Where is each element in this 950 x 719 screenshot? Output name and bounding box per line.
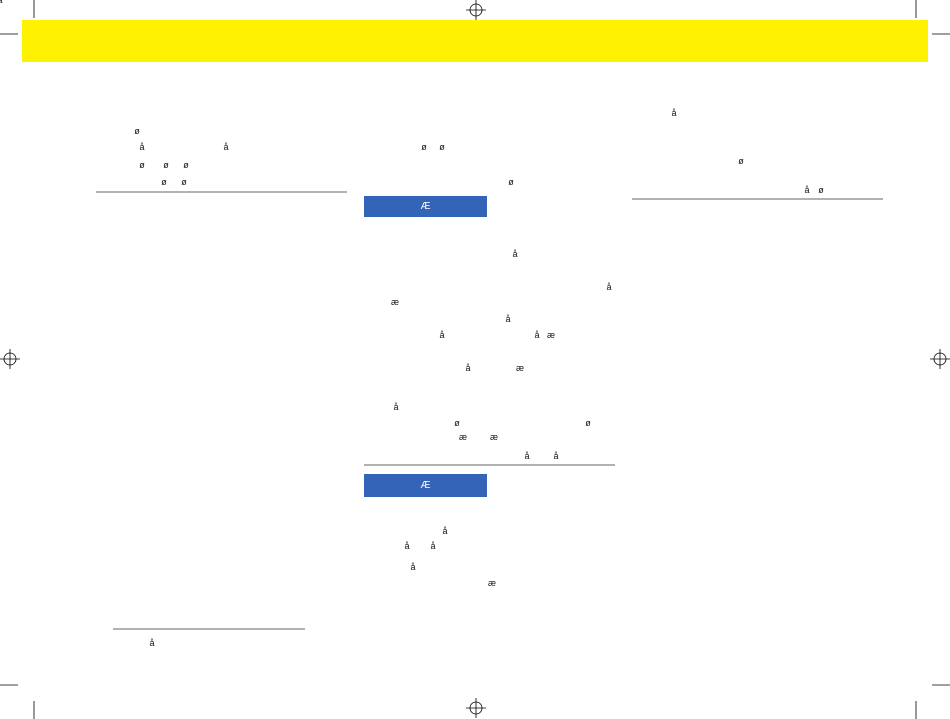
section-heading: Æ (364, 196, 487, 217)
text-fragment: æ (489, 432, 499, 442)
text-fragment: ø (139, 160, 145, 170)
text-fragment: ø (163, 160, 169, 170)
text-fragment: ø (738, 156, 744, 166)
text-fragment: æ (546, 330, 556, 340)
text-fragment: å (553, 451, 559, 461)
text-fragment: å (512, 249, 518, 259)
text-fragment: ø (585, 418, 591, 428)
text-fragment: æ (390, 297, 400, 307)
text-fragment: å (0, 0, 3, 5)
text-fragment: ø (183, 160, 189, 170)
text-fragment: å (149, 638, 155, 648)
text-fragment: ø (421, 142, 427, 152)
text-fragment: æ (458, 432, 468, 442)
text-fragment: æ (487, 578, 497, 588)
text-fragment: å (139, 142, 145, 152)
text-fragment: å (524, 451, 530, 461)
header-bar (22, 20, 928, 62)
text-fragment: å (393, 402, 399, 412)
text-fragment: ø (818, 185, 824, 195)
text-fragment: å (606, 282, 612, 292)
text-fragment: å (534, 330, 540, 340)
text-fragment: å (410, 562, 416, 572)
text-fragment: å (671, 108, 677, 118)
text-fragment: ø (161, 177, 167, 187)
text-fragment: ø (508, 177, 514, 187)
text-fragment: å (430, 541, 436, 551)
text-fragment: å (804, 185, 810, 195)
section-heading: Æ (364, 474, 487, 497)
text-fragment: å (505, 314, 511, 324)
rules (96, 191, 883, 630)
text-fragment: å (465, 363, 471, 373)
text-fragment: ø (134, 126, 140, 136)
text-fragment: å (439, 330, 445, 340)
text-fragment: ø (181, 177, 187, 187)
text-fragment: å (442, 526, 448, 536)
text-fragment: ø (439, 142, 445, 152)
text-fragment: æ (515, 363, 525, 373)
text-fragment: å (404, 541, 410, 551)
text-fragment: å (223, 142, 229, 152)
text-fragment: ø (454, 418, 460, 428)
